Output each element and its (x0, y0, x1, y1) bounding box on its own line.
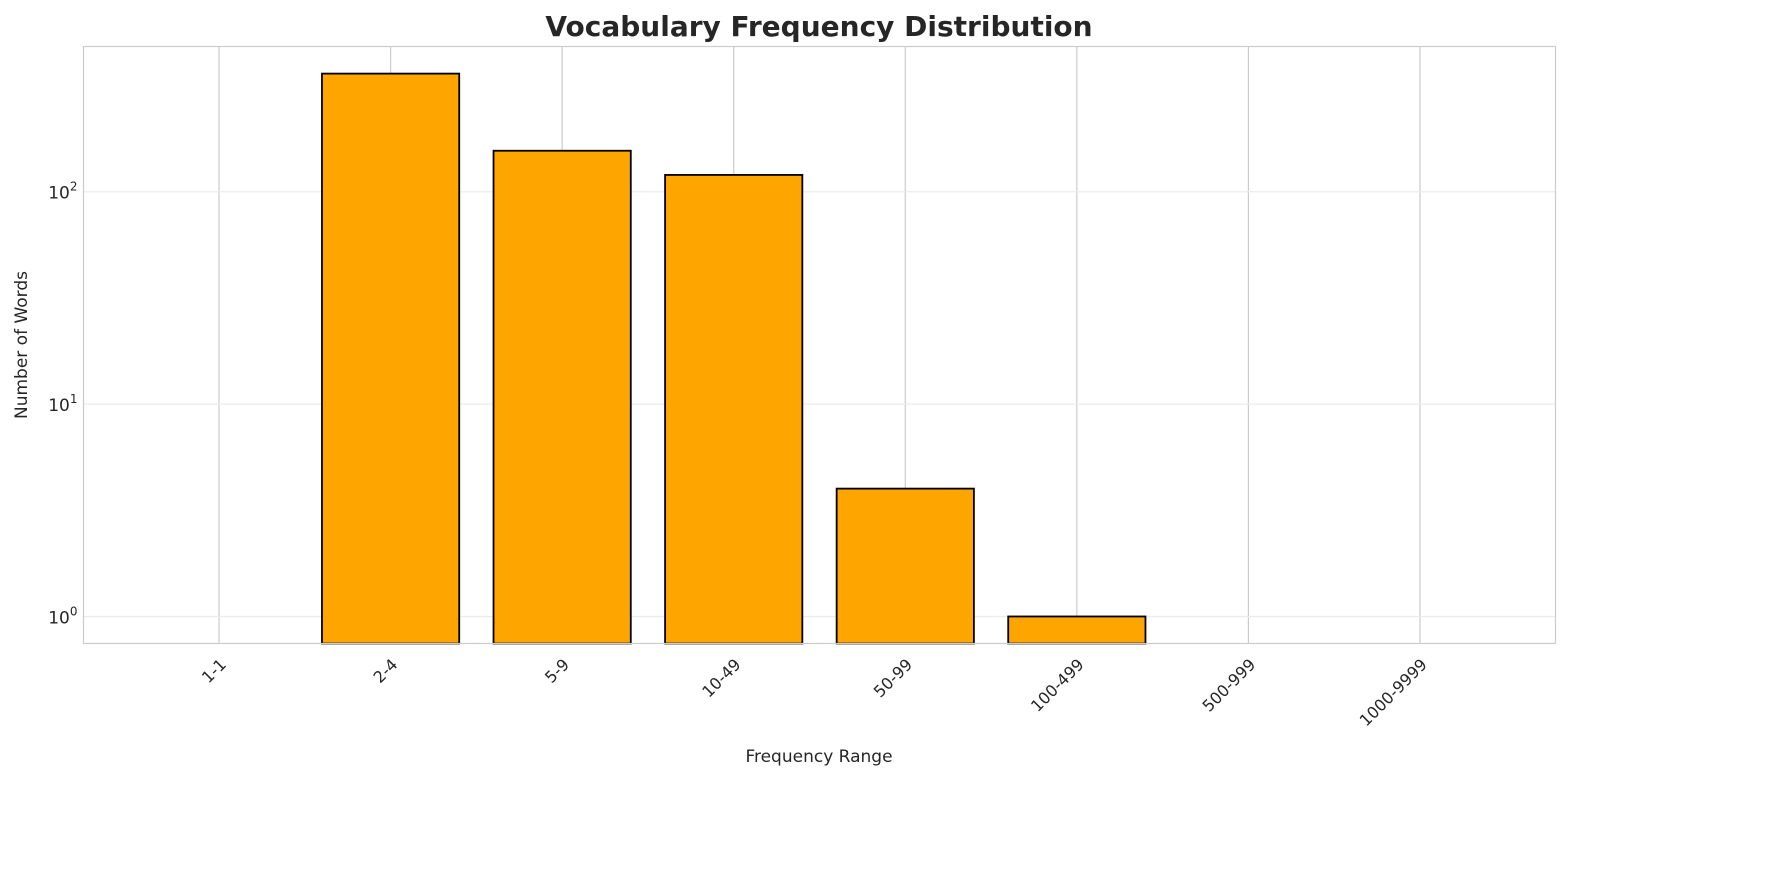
bar-100-499 (1007, 615, 1147, 645)
bar-50-99 (835, 487, 975, 645)
x-tick-label: 10-49 (698, 655, 744, 701)
x-tick-label: 1-1 (198, 655, 230, 687)
y-tick-label: 101 (48, 392, 77, 416)
x-tick-label: 2-4 (370, 655, 402, 687)
y-tick-label: 102 (48, 180, 77, 204)
y-tick-label: 100 (48, 604, 77, 628)
x-axis-label: Frequency Range (745, 747, 892, 767)
x-tick-label: 100-499 (1027, 655, 1088, 716)
y-axis-label: Number of Words (12, 271, 32, 419)
x-tick-label: 500-999 (1199, 655, 1260, 716)
plot-frame (82, 45, 1557, 645)
chart-title: Vocabulary Frequency Distribution (545, 10, 1092, 43)
x-tick-label: 1000-9999 (1356, 655, 1431, 730)
bar-10-49 (664, 174, 804, 645)
x-tick-label: 5-9 (541, 655, 573, 687)
bar-5-9 (492, 149, 632, 645)
bar-2-4 (321, 72, 461, 645)
x-tick-label: 50-99 (870, 655, 916, 701)
